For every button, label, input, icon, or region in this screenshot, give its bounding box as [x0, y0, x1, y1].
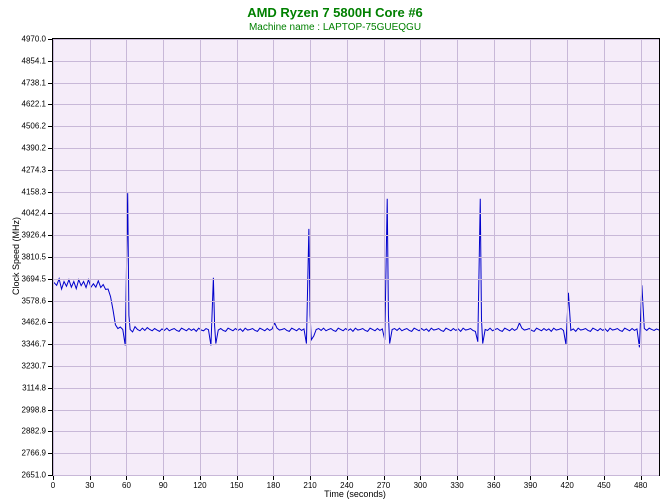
- chart-container: AMD Ryzen 7 5800H Core #6 Machine name :…: [0, 0, 670, 502]
- y-tick-label: 4274.3: [22, 165, 46, 174]
- x-tick-label: 300: [414, 481, 427, 490]
- x-tick-label: 450: [597, 481, 610, 490]
- x-tick-label: 180: [267, 481, 280, 490]
- y-tick-label: 3346.7: [22, 340, 46, 349]
- y-tick-label: 4854.1: [22, 56, 46, 65]
- chart-subtitle: Machine name : LAPTOP-75GUEQGU: [0, 20, 670, 33]
- y-tick-label: 3926.4: [22, 231, 46, 240]
- y-tick-label: 2766.9: [22, 449, 46, 458]
- y-tick-label: 2998.8: [22, 405, 46, 414]
- y-tick-label: 3578.6: [22, 296, 46, 305]
- y-tick-label: 4738.1: [22, 78, 46, 87]
- y-tick-label: 3694.5: [22, 274, 46, 283]
- x-tick-label: 330: [450, 481, 463, 490]
- x-tick-label: 480: [634, 481, 647, 490]
- x-tick-label: 30: [85, 481, 94, 490]
- y-tick-label: 3114.8: [22, 383, 46, 392]
- x-tick-label: 60: [122, 481, 131, 490]
- plot-area: 2651.02766.92882.92998.83114.83230.73346…: [52, 38, 660, 476]
- x-axis-title: Time (seconds): [324, 489, 386, 499]
- y-tick-label: 4390.2: [22, 144, 46, 153]
- x-tick-label: 360: [487, 481, 500, 490]
- y-tick-label: 2651.0: [22, 471, 46, 480]
- x-tick-label: 90: [159, 481, 168, 490]
- y-tick-label: 3230.7: [22, 362, 46, 371]
- x-tick-label: 150: [230, 481, 243, 490]
- y-tick-label: 4622.1: [22, 100, 46, 109]
- y-tick-label: 2882.9: [22, 427, 46, 436]
- y-tick-label: 3810.5: [22, 253, 46, 262]
- x-tick-label: 0: [51, 481, 55, 490]
- y-tick-label: 4158.3: [22, 187, 46, 196]
- y-tick-label: 4506.2: [22, 122, 46, 131]
- y-tick-label: 3462.6: [22, 318, 46, 327]
- x-tick-label: 390: [524, 481, 537, 490]
- x-tick-label: 420: [560, 481, 573, 490]
- y-axis-title: Clock Speed (MHz): [11, 217, 21, 295]
- x-tick-label: 120: [193, 481, 206, 490]
- y-tick-label: 4970.0: [22, 35, 46, 44]
- x-tick-label: 270: [377, 481, 390, 490]
- x-tick-label: 240: [340, 481, 353, 490]
- x-tick-label: 210: [303, 481, 316, 490]
- y-tick-label: 4042.4: [22, 209, 46, 218]
- chart-title: AMD Ryzen 7 5800H Core #6: [0, 0, 670, 20]
